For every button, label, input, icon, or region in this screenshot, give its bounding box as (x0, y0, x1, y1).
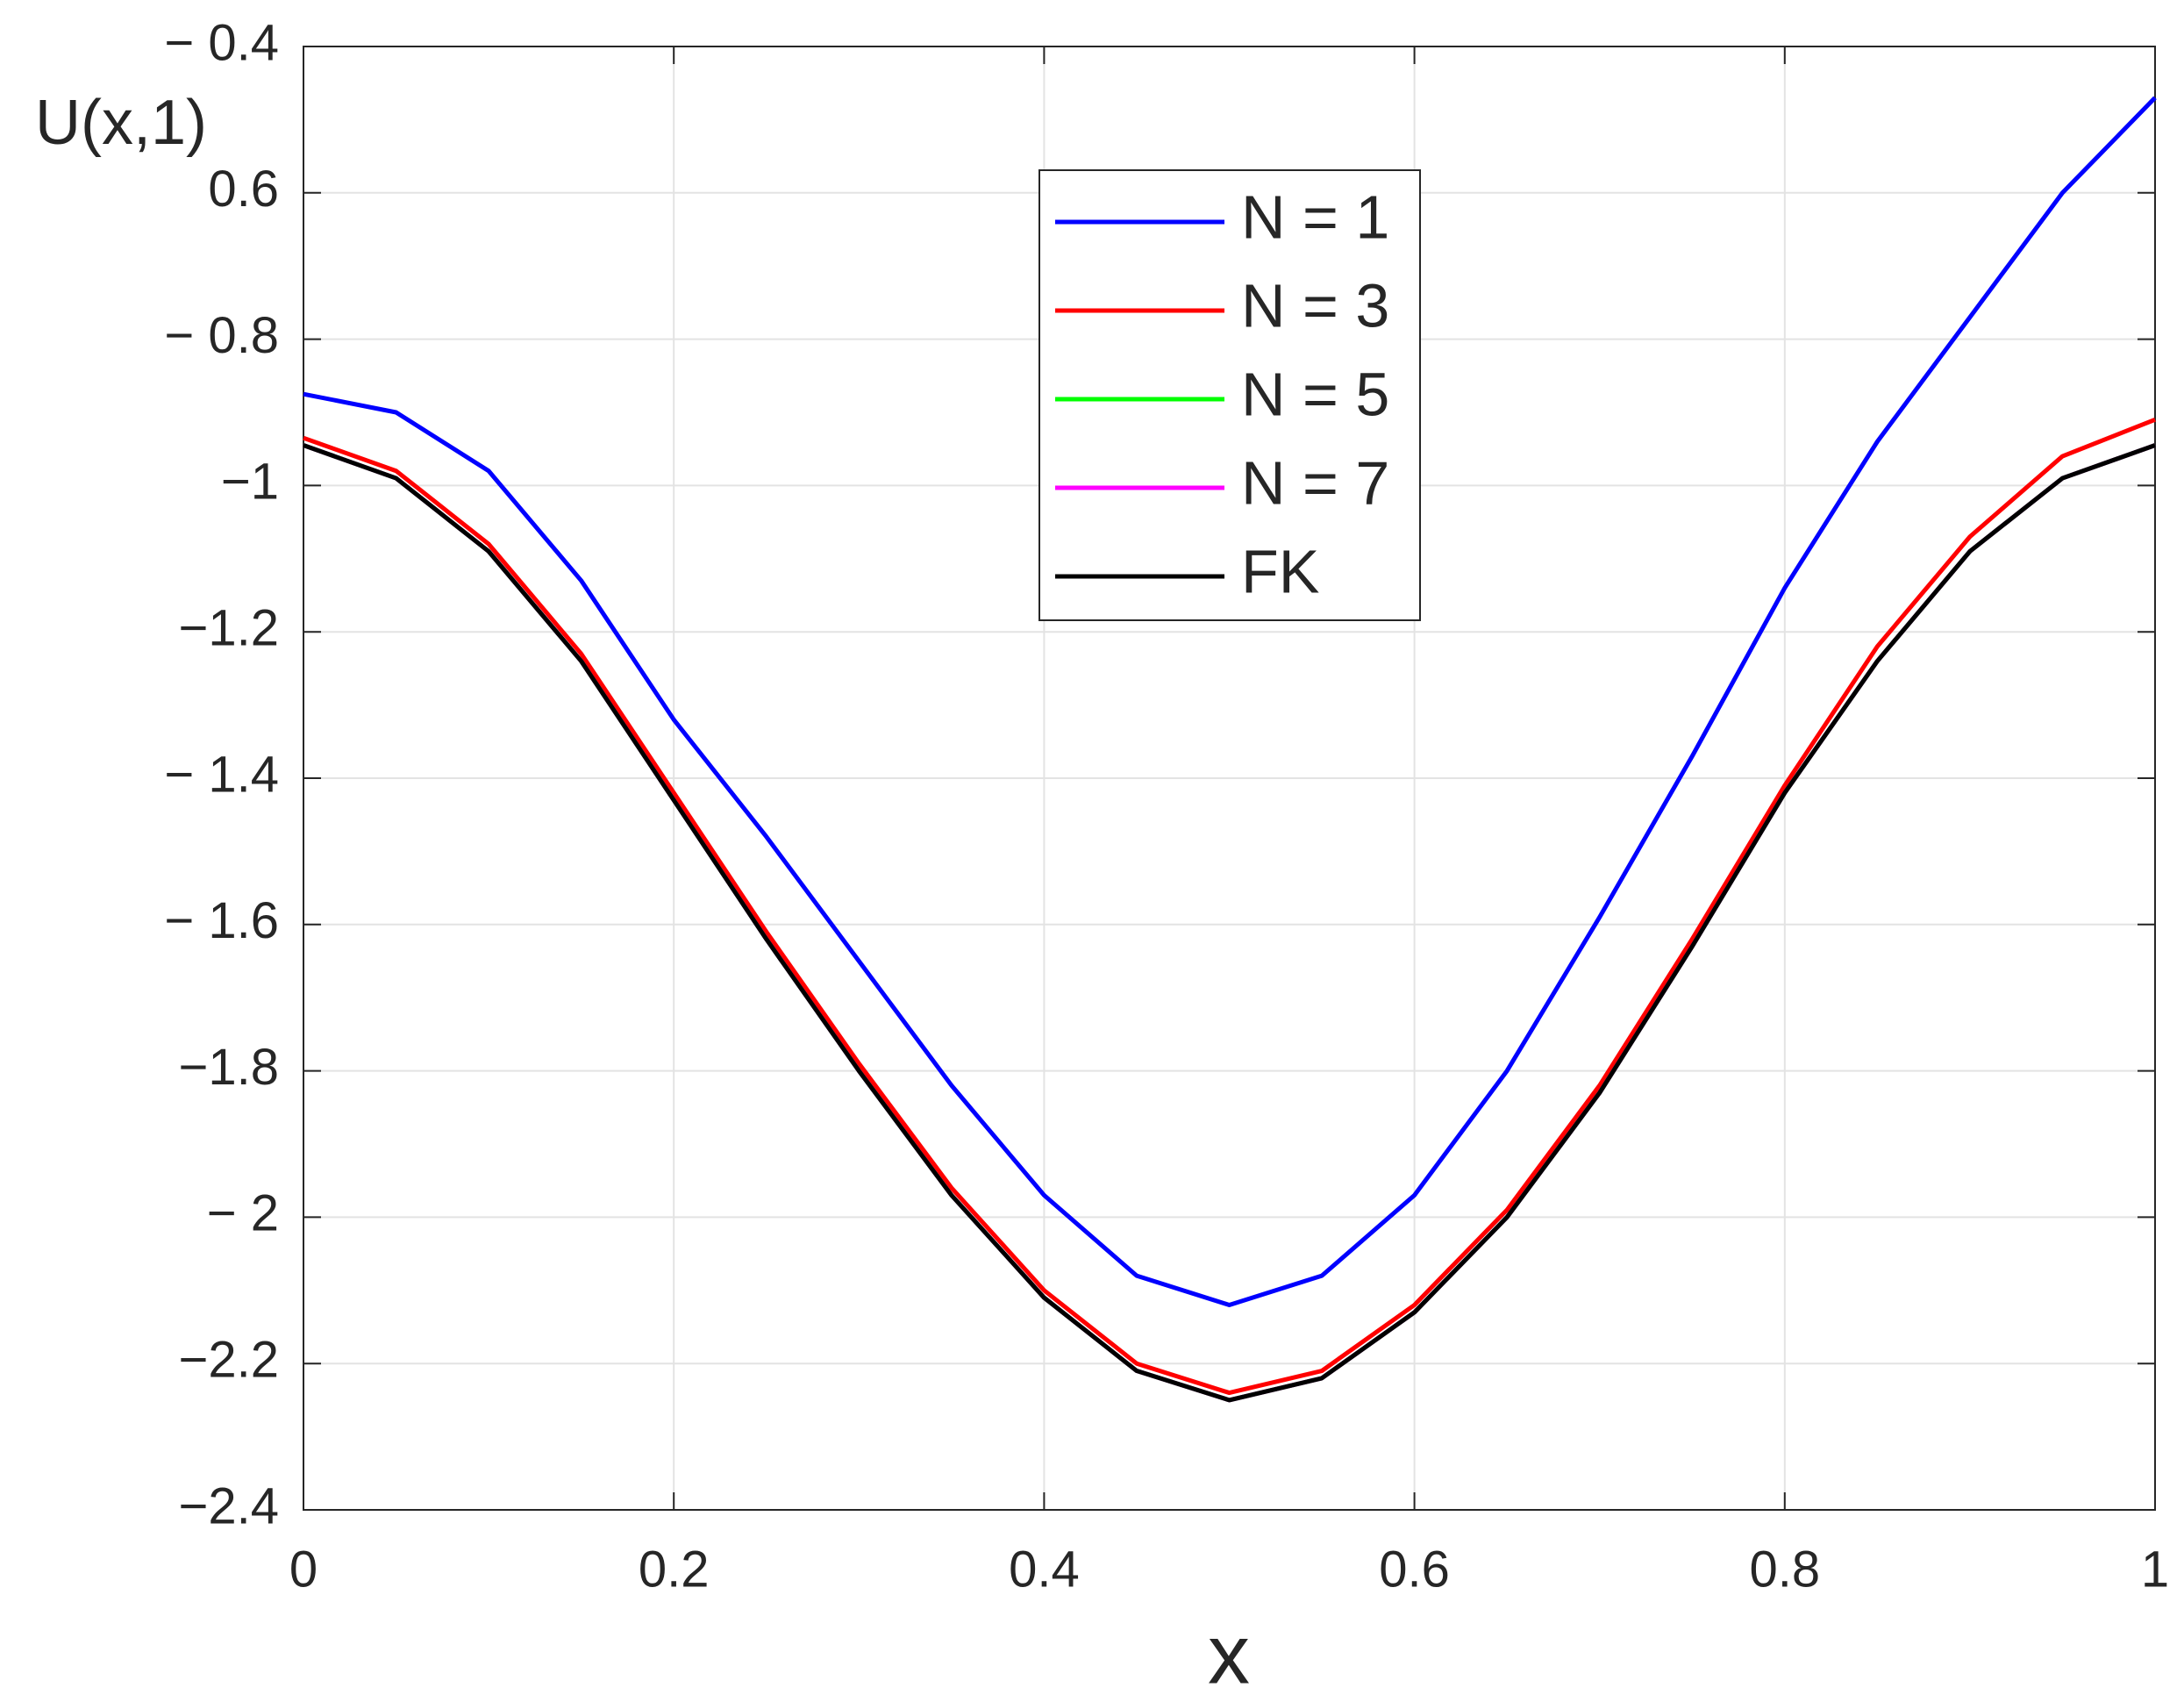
y-tick-label: − 2 (207, 1185, 279, 1242)
y-tick-label: −2.4 (179, 1477, 280, 1534)
x-tick-label: 0.8 (1749, 1541, 1820, 1598)
x-tick-label: 1 (2141, 1541, 2169, 1598)
y-tick-label: − 0.4 (164, 14, 279, 71)
y-tick-label: 0.6 (208, 161, 279, 218)
y-axis-label: U(x,1) (35, 88, 207, 158)
legend-label: FK (1241, 537, 1319, 605)
x-tick-label: 0.2 (639, 1541, 710, 1598)
y-tick-label: −2.2 (179, 1332, 280, 1389)
y-tick-label: − 1.6 (164, 892, 279, 949)
y-tick-label: −1 (221, 454, 279, 511)
plot-frame (303, 46, 2156, 1511)
series-line (303, 443, 2156, 1403)
legend-label: N = 7 (1241, 448, 1389, 517)
series-line (303, 418, 2156, 1396)
legend-label: N = 3 (1241, 271, 1389, 340)
legend-box (1038, 169, 1421, 621)
y-tick-label: −1.8 (179, 1039, 280, 1096)
y-tick-label: − 1.4 (164, 746, 279, 803)
legend-label: N = 5 (1241, 360, 1389, 428)
y-tick-label: − 0.8 (164, 307, 279, 364)
x-tick-label: 0.4 (1009, 1541, 1080, 1598)
y-tick-label: −1.2 (179, 600, 280, 657)
x-axis-label: x (1208, 1607, 1250, 1701)
legend-label: N = 1 (1241, 182, 1389, 251)
series-line (303, 96, 2157, 1307)
x-tick-label: 0 (289, 1541, 318, 1598)
x-tick-label: 0.6 (1379, 1541, 1450, 1598)
